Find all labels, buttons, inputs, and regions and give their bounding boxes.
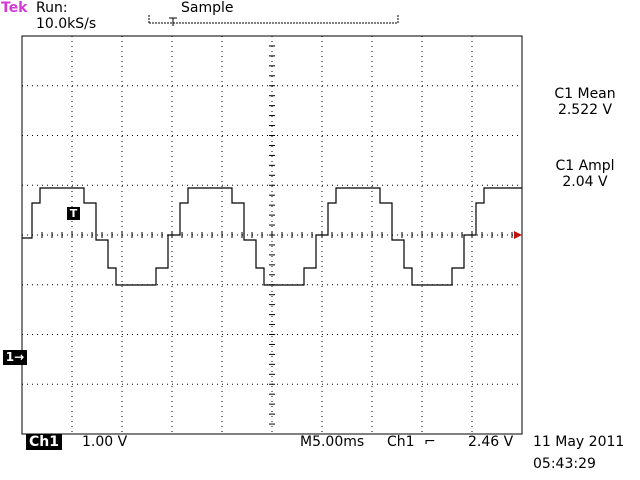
trigger-level: 2.46 V bbox=[468, 434, 514, 450]
acquisition-status: Run: 10.0kS/s bbox=[36, 0, 97, 32]
time: 05:43:29 bbox=[533, 456, 596, 472]
waveform-trace bbox=[22, 187, 522, 286]
measurement-mean: C1 Mean 2.522 V bbox=[532, 86, 638, 118]
record-position-bar bbox=[148, 15, 399, 26]
trigger-slope-icon: ⌐ bbox=[424, 434, 436, 450]
channel-1-ground-marker: 1→ bbox=[3, 350, 27, 365]
footer-readout: Ch1 1.00 V M5.00ms Ch1 ⌐ 2.46 V 11 May 2… bbox=[0, 432, 640, 480]
channel-label[interactable]: Ch1 bbox=[26, 434, 62, 450]
volts-per-div: 1.00 V bbox=[82, 434, 128, 450]
graticule bbox=[21, 35, 523, 435]
measurement-label: C1 Mean bbox=[554, 86, 616, 102]
measurement-value: 2.04 V bbox=[562, 174, 608, 190]
timebase: M5.00ms bbox=[300, 434, 365, 450]
measurement-amplitude: C1 Ampl 2.04 V bbox=[532, 158, 638, 190]
trigger-position-marker: T bbox=[67, 207, 80, 220]
brand-logo: Tek bbox=[1, 0, 28, 16]
measurement-label: C1 Ampl bbox=[555, 158, 615, 174]
trigger-source: Ch1 bbox=[387, 434, 415, 450]
acquisition-mode: Sample bbox=[181, 0, 234, 16]
measurement-value: 2.522 V bbox=[557, 102, 613, 118]
trigger-level-icon bbox=[514, 231, 522, 239]
date: 11 May 2011 bbox=[533, 434, 625, 450]
